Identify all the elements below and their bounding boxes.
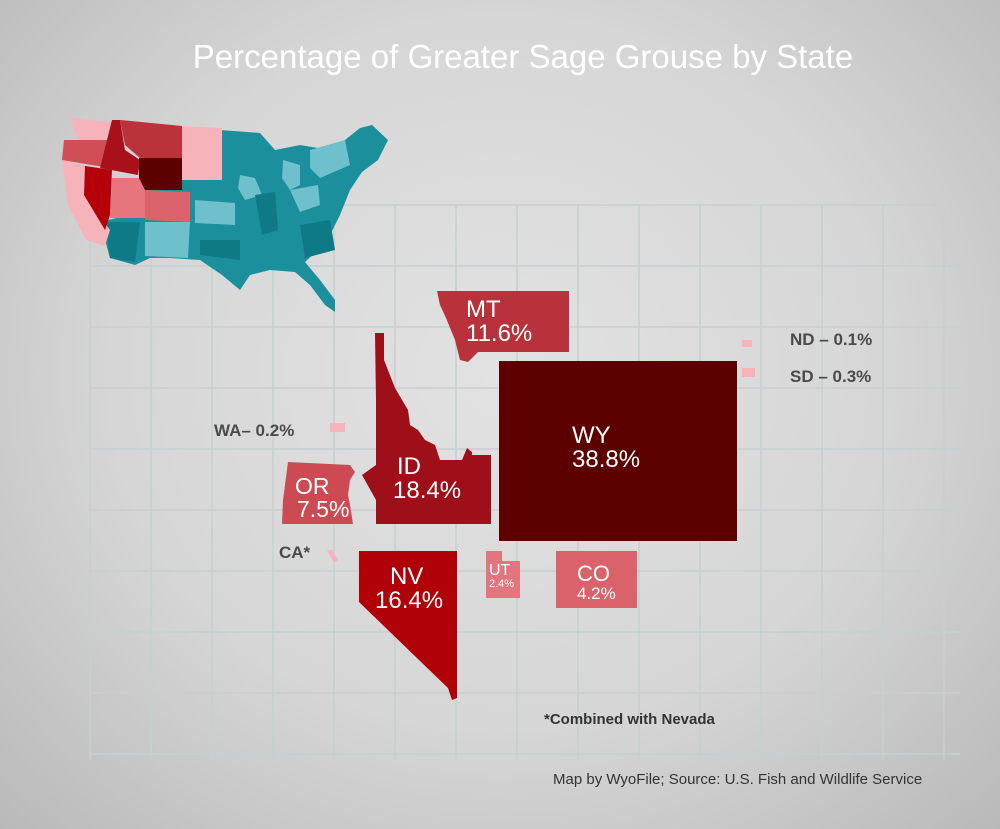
state-shape-co xyxy=(556,551,637,608)
us-mt xyxy=(120,120,182,158)
label-ut: UT 2.4% xyxy=(489,562,515,590)
state-shape-or xyxy=(282,462,355,524)
us-id xyxy=(100,120,140,175)
state-shape-wy xyxy=(499,361,737,541)
state-shape-mt xyxy=(437,291,569,362)
label-co: CO 4.2% xyxy=(577,561,616,603)
label-wy: WY 38.8% xyxy=(572,422,641,473)
label-id: ID 18.4% xyxy=(393,453,462,504)
map-title: Percentage of Greater Sage Grouse by Sta… xyxy=(192,38,854,75)
state-shape-ca xyxy=(327,550,338,563)
us-ut xyxy=(110,178,145,218)
state-shape-ut xyxy=(486,551,520,598)
footnote: *Combined with Nevada xyxy=(544,711,715,728)
us-wa xyxy=(70,118,112,140)
label-ca: CA* xyxy=(279,543,311,562)
state-shape-wa xyxy=(330,423,345,432)
us-overview-map xyxy=(62,118,388,312)
label-nd: ND – 0.1% xyxy=(790,330,873,349)
us-ca xyxy=(62,160,110,246)
label-mt: MT 11.6% xyxy=(466,296,533,347)
us-nv xyxy=(84,166,112,230)
us-or xyxy=(62,140,112,168)
label-or: OR 7.5% xyxy=(295,473,350,522)
state-shape-id xyxy=(362,333,491,524)
label-wa: WA– 0.2% xyxy=(214,421,295,440)
source-credit: Map by WyoFile; Source: U.S. Fish and Wi… xyxy=(553,771,923,788)
state-shape-sd xyxy=(742,368,755,377)
us-nd-sd xyxy=(182,126,222,180)
label-sd: SD – 0.3% xyxy=(790,367,872,386)
state-shape-nd xyxy=(742,340,752,347)
states-enlarged xyxy=(282,291,755,700)
label-nv: NV 16.4% xyxy=(375,563,444,614)
state-shape-nv xyxy=(359,551,457,700)
us-wy xyxy=(139,158,182,190)
us-co xyxy=(145,190,190,222)
